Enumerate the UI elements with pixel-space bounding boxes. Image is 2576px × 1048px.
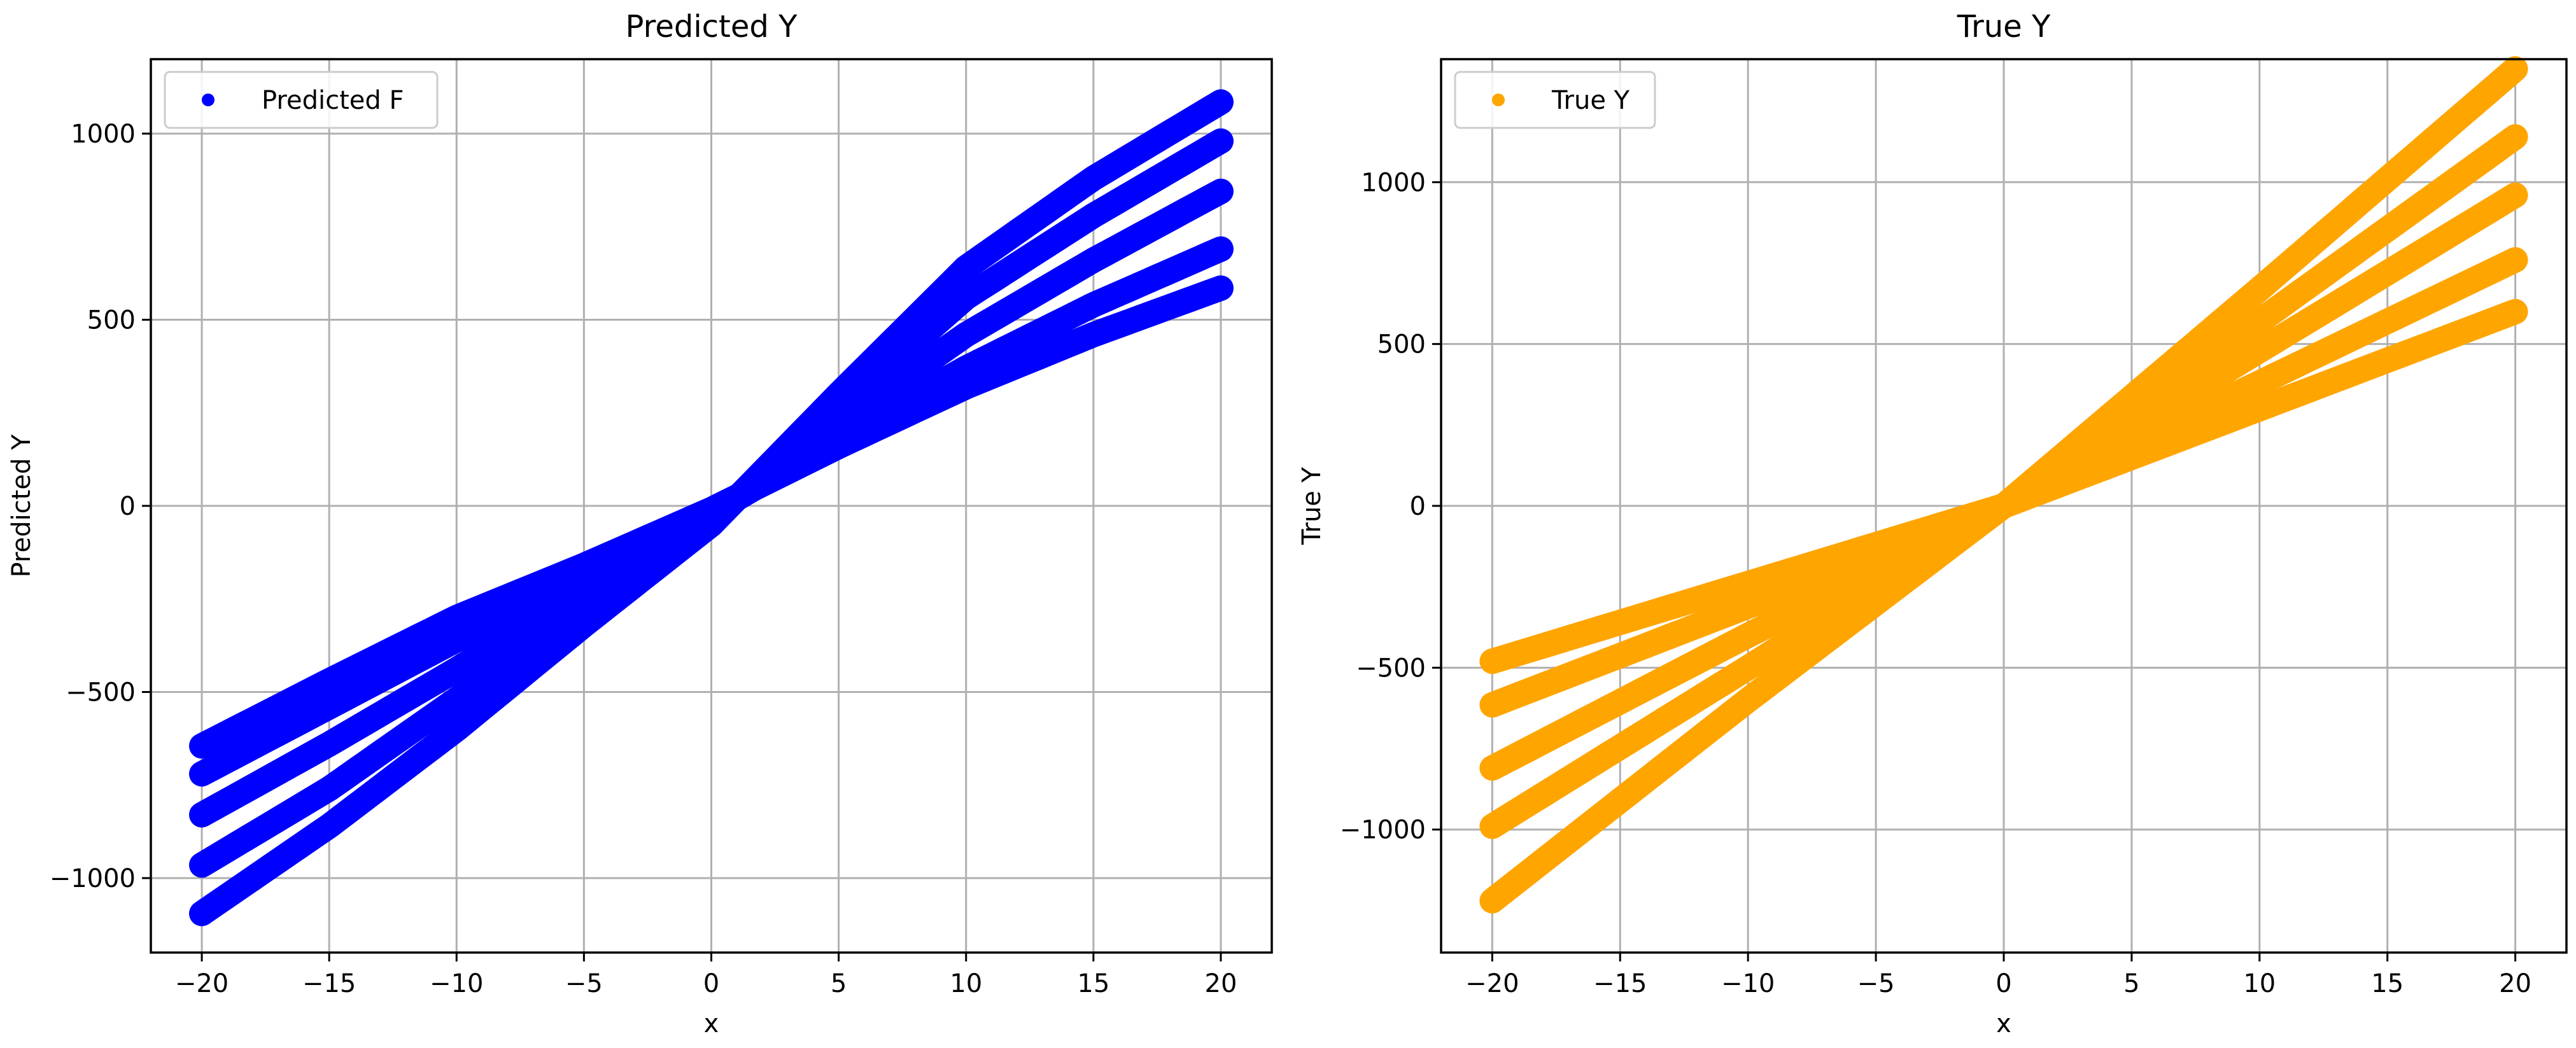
x-tick-label: 5 xyxy=(831,969,847,998)
x-tick-label: −15 xyxy=(1593,969,1647,998)
x-tick-label: 0 xyxy=(1995,969,2011,998)
legend-label: True Y xyxy=(1551,86,1630,115)
x-tick-label: 10 xyxy=(950,969,982,998)
x-tick-label: −20 xyxy=(1465,969,1519,998)
y-tick-label: −1000 xyxy=(1340,816,1426,845)
x-tick-label: −10 xyxy=(430,969,483,998)
predicted-y-panel: −20 −15 −10 −5 0 5 10 15 20 −1000 −500 0 500 1000 Pred… xyxy=(7,9,1273,1038)
x-tick-label: 0 xyxy=(703,969,719,998)
y-tick-label: −500 xyxy=(66,678,136,708)
y-tick-label: 1000 xyxy=(1361,168,1426,197)
legend-box xyxy=(164,71,439,129)
true-y-ylabel: True Y xyxy=(1297,466,1327,545)
true-y-title: True Y xyxy=(1957,9,2051,45)
predicted-y-ylabel: Predicted Y xyxy=(7,434,36,577)
legend: Predicted F xyxy=(164,71,439,129)
legend-marker xyxy=(202,94,215,106)
legend-marker xyxy=(1492,94,1505,106)
y-tick-label: 1000 xyxy=(71,120,136,149)
x-tick-label: 5 xyxy=(2123,969,2139,998)
x-tick-label: 20 xyxy=(2499,969,2531,998)
x-tick-label: 15 xyxy=(2371,969,2404,998)
y-tick-label: 500 xyxy=(1377,330,1426,360)
predicted-y-xlabel: x xyxy=(704,1009,719,1038)
y-tick-label: 0 xyxy=(1410,492,1426,521)
legend: True Y xyxy=(1454,71,1656,129)
x-tick-label: 15 xyxy=(1077,969,1109,998)
x-tick-label: −10 xyxy=(1721,969,1775,998)
y-tick-label: −1000 xyxy=(50,864,136,893)
y-tick-label: −500 xyxy=(1356,653,1426,683)
true-y-panel: −20 −15 −10 −5 0 5 10 15 20 −1000 −500 0 500 1000 True… xyxy=(1297,9,2568,1038)
legend-label: Predicted F xyxy=(262,86,404,115)
y-tick-label: 0 xyxy=(120,492,136,521)
data-curve-5 xyxy=(1479,56,2528,914)
true-y-xlabel: x xyxy=(1996,1009,2011,1038)
y-tick-label: 500 xyxy=(87,306,136,335)
predicted-y-title: Predicted Y xyxy=(626,9,798,45)
x-tick-label: 20 xyxy=(1205,969,1237,998)
x-tick-label: −5 xyxy=(565,969,603,998)
data-curve-5 xyxy=(189,89,1234,926)
legend-box xyxy=(1454,71,1656,129)
x-tick-label: −15 xyxy=(302,969,356,998)
x-tick-label: −5 xyxy=(1857,969,1895,998)
x-tick-label: −20 xyxy=(175,969,229,998)
x-tick-label: 10 xyxy=(2243,969,2276,998)
